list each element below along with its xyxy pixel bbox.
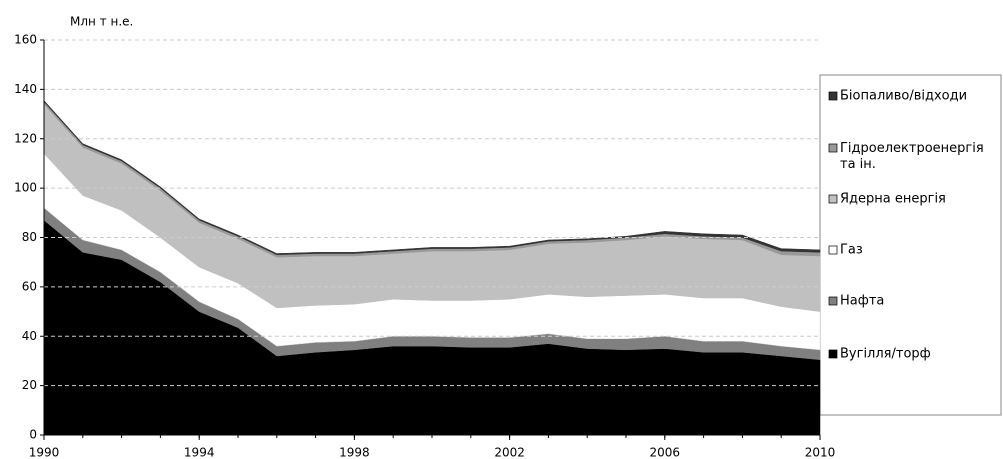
x-tick-label: 1998 — [339, 446, 370, 459]
legend-label: Біопаливо/відходи — [840, 89, 967, 104]
x-tick-label: 2006 — [650, 446, 681, 459]
y-tick-label: 140 — [14, 82, 37, 96]
legend-swatch — [828, 349, 838, 359]
legend-swatch — [828, 194, 838, 204]
y-tick-label: 80 — [22, 230, 37, 244]
legend-label-line: та ін. — [840, 157, 876, 172]
x-tick-label: 1990 — [29, 446, 60, 459]
x-tick-label: 2002 — [494, 446, 525, 459]
legend-swatch — [828, 143, 838, 153]
y-axis-label: Млн т н.е. — [70, 15, 133, 29]
y-tick-label: 60 — [22, 279, 37, 293]
y-tick-label: 100 — [14, 181, 37, 195]
y-tick-label: 20 — [22, 378, 37, 392]
legend-swatch — [828, 245, 838, 255]
x-tick-label: 1994 — [184, 446, 215, 459]
y-tick-label: 0 — [29, 428, 37, 442]
legend-box — [819, 74, 1002, 416]
legend-label: Ядерна енергія — [840, 192, 946, 207]
legend-label: Нафта — [840, 294, 884, 309]
legend-swatch — [828, 91, 838, 101]
legend-label: Гідроелектроенергія та ін. — [840, 141, 984, 172]
legend-label-line: Гідроелектроенергія — [840, 141, 984, 156]
legend-label: Вугілля/торф — [840, 347, 931, 362]
x-tick-label: 2010 — [805, 446, 836, 459]
legend-swatch — [828, 296, 838, 306]
areas — [43, 99, 821, 436]
area — [43, 99, 821, 256]
y-tick-label: 160 — [14, 33, 37, 47]
legend-label: Газ — [840, 243, 863, 258]
y-tick-label: 40 — [22, 329, 37, 343]
y-tick-label: 120 — [14, 131, 37, 145]
